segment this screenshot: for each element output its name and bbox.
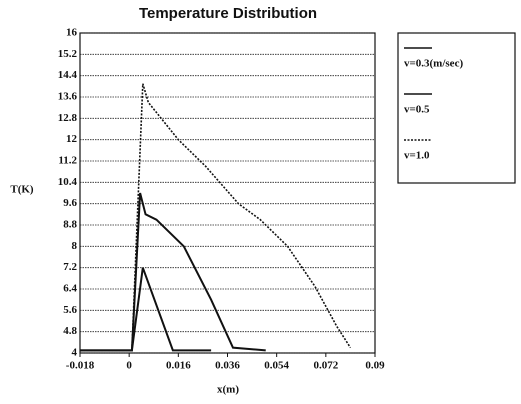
y-tick-label: 12: [66, 133, 78, 145]
y-tick-label: 8.8: [63, 219, 77, 231]
y-tick-label: 8: [72, 240, 78, 252]
y-tick-label: 16: [66, 27, 78, 39]
y-tick-label: 6.4: [63, 283, 77, 295]
x-tick-label: 0.054: [264, 360, 289, 372]
legend-label: v=1.0: [404, 150, 430, 162]
x-tick-label: 0.016: [166, 360, 191, 372]
x-tick-label: 0.072: [313, 360, 338, 372]
x-axis-label: x(m): [217, 384, 239, 396]
y-tick-label: 11.2: [58, 155, 77, 167]
data-line: [80, 192, 266, 352]
chart-title: Temperature Distribution: [139, 5, 317, 22]
y-tick-label: 15.2: [58, 48, 78, 60]
y-tick-label: 7.2: [63, 261, 77, 273]
legend-label: v=0.5: [404, 104, 430, 116]
x-tick-label: 0: [126, 360, 132, 372]
data-line: [80, 83, 352, 352]
y-tick-label: 10.4: [58, 176, 78, 188]
y-tick-label: 13.6: [58, 91, 78, 103]
y-tick-label: 5.6: [63, 304, 77, 316]
data-line: [80, 267, 212, 352]
x-tick-label: 0.036: [215, 360, 240, 372]
x-tick-label: -0.018: [66, 360, 95, 372]
x-tick-label: 0.09: [365, 360, 385, 372]
y-tick-label: 4: [72, 347, 78, 359]
y-axis-label: T(K): [10, 184, 34, 196]
plot-frame: [79, 32, 376, 354]
y-tick-label: 4.8: [63, 325, 77, 337]
y-tick-label: 14.4: [58, 69, 78, 81]
y-tick-label: 12.8: [58, 112, 78, 124]
legend-label: v=0.3(m/sec): [404, 58, 463, 70]
y-tick-label: 9.6: [63, 197, 77, 209]
legend-box: [397, 32, 516, 184]
